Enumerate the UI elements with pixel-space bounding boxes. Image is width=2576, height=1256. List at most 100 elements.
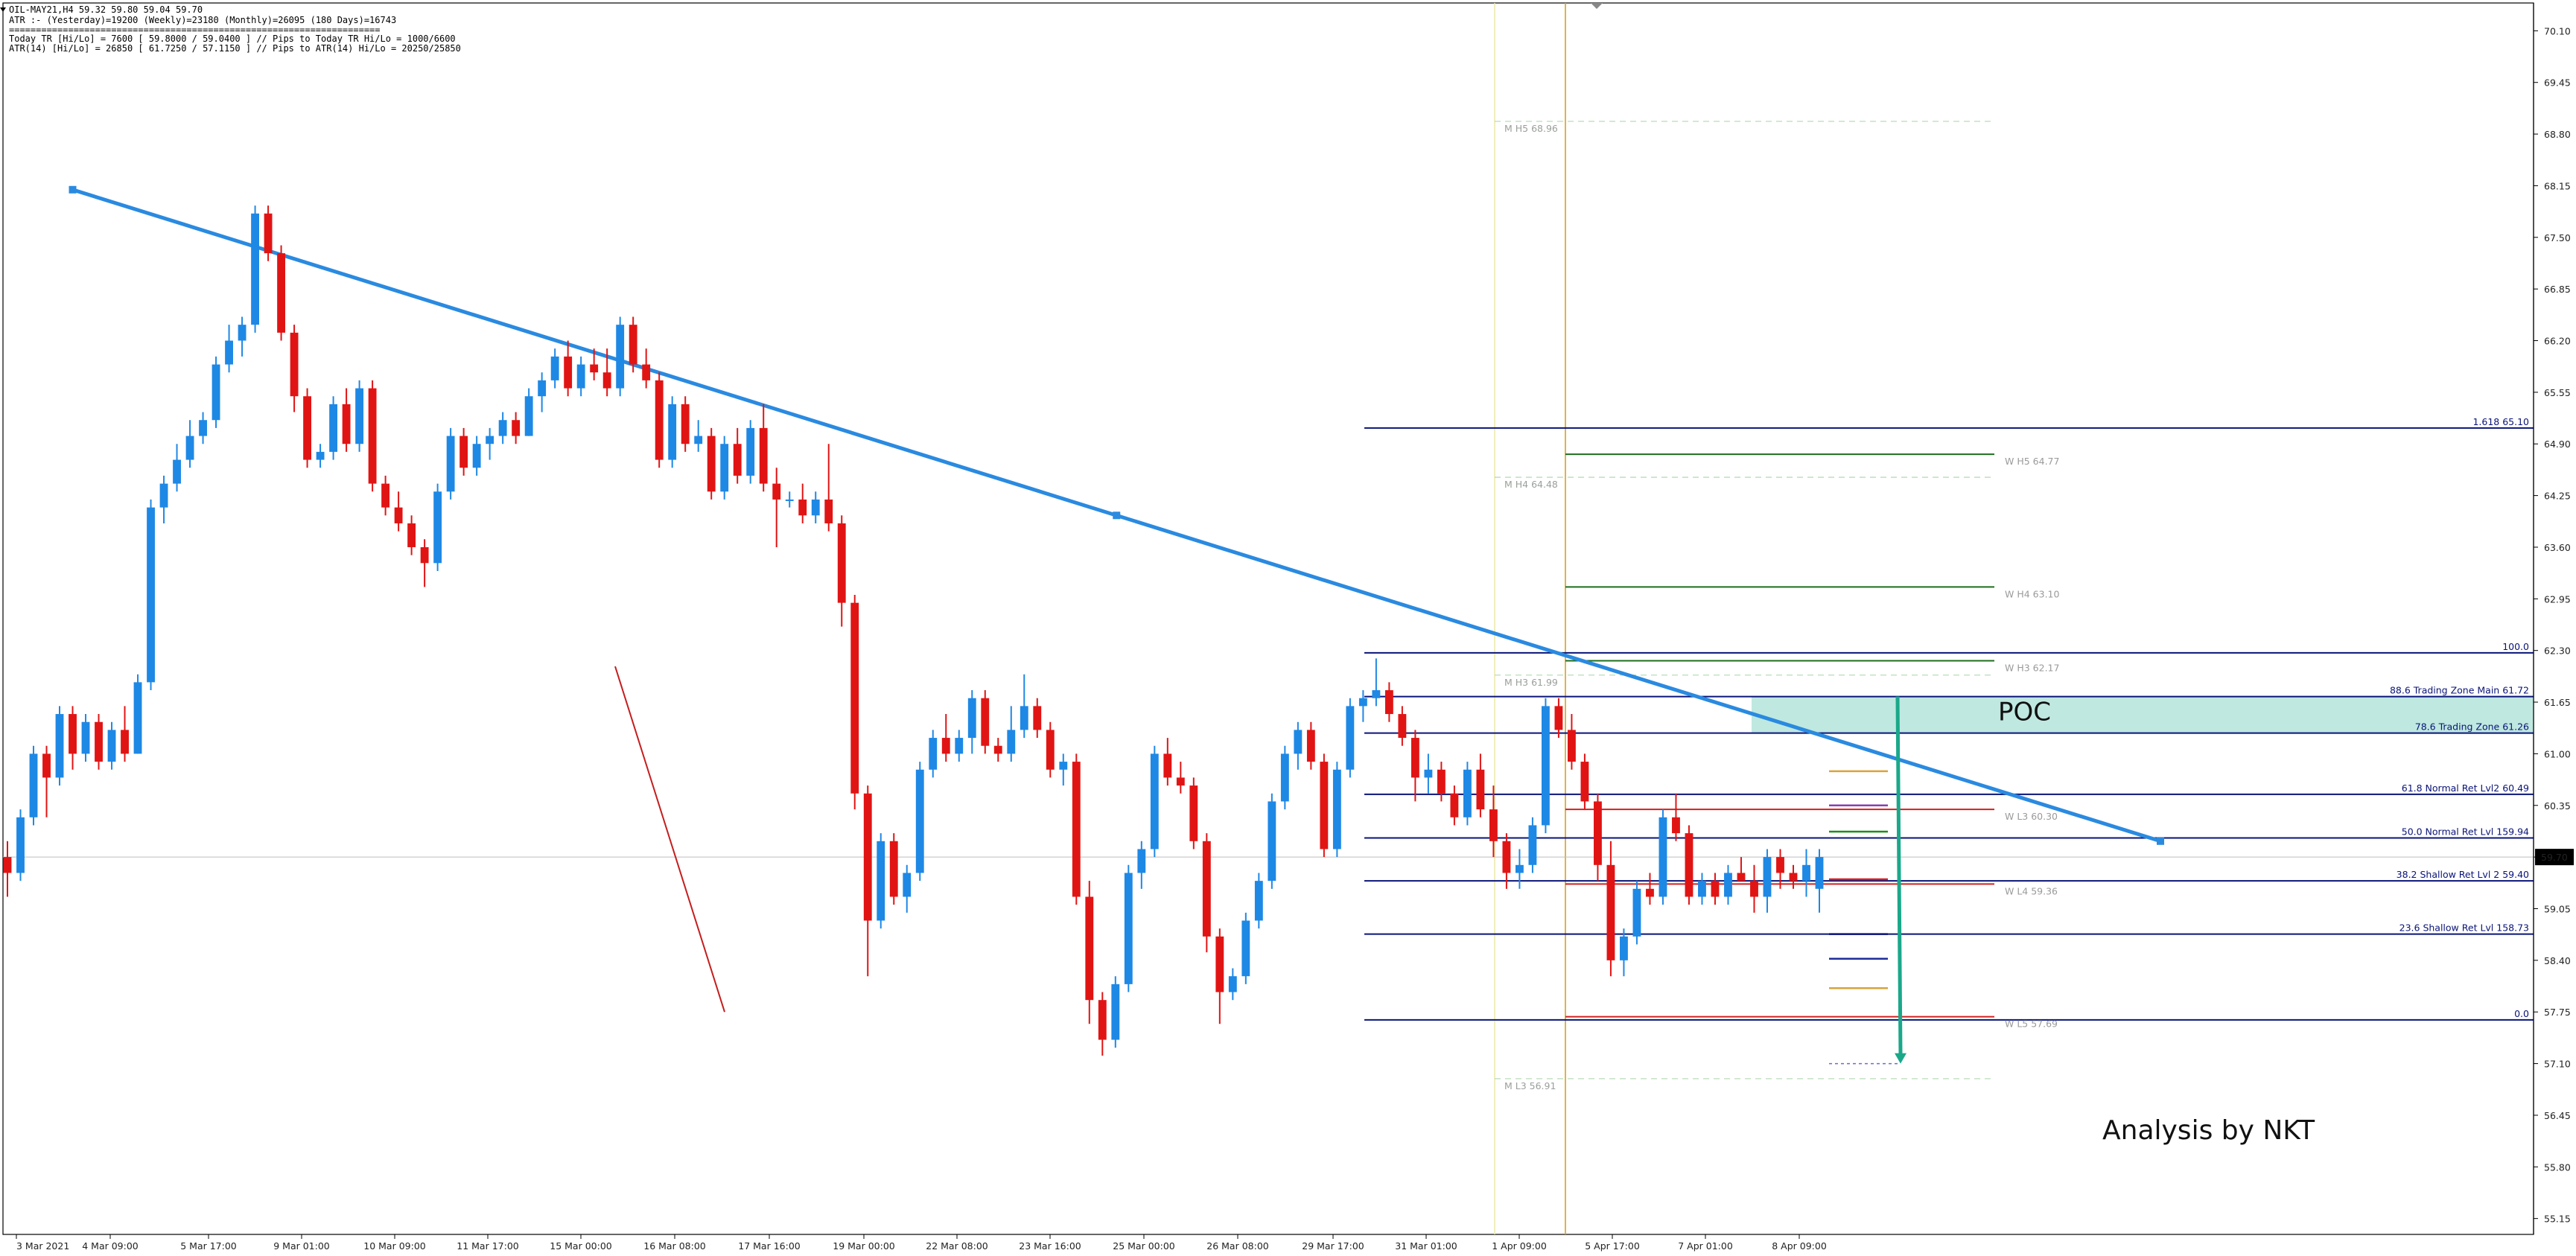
- candle[interactable]: [668, 396, 677, 468]
- candle[interactable]: [1502, 833, 1511, 889]
- trendline-end-handle[interactable]: [2157, 837, 2164, 845]
- candle[interactable]: [550, 348, 559, 389]
- candle[interactable]: [1189, 777, 1198, 849]
- candle[interactable]: [1294, 721, 1303, 770]
- candle[interactable]: [655, 372, 664, 468]
- candle[interactable]: [642, 348, 651, 389]
- candle[interactable]: [1672, 793, 1680, 841]
- candle[interactable]: [81, 714, 90, 762]
- candle[interactable]: [486, 427, 494, 460]
- candle[interactable]: [1332, 762, 1341, 858]
- candle[interactable]: [199, 412, 207, 444]
- candle[interactable]: [1358, 690, 1367, 722]
- candle[interactable]: [720, 436, 729, 500]
- candle[interactable]: [1815, 849, 1824, 913]
- candle[interactable]: [316, 444, 325, 468]
- candle[interactable]: [811, 491, 820, 523]
- candle[interactable]: [355, 380, 364, 452]
- trendline-start-handle[interactable]: [69, 185, 77, 194]
- candle[interactable]: [472, 436, 481, 476]
- candle[interactable]: [538, 372, 547, 412]
- candle[interactable]: [798, 483, 807, 523]
- candle[interactable]: [1215, 928, 1224, 1024]
- candle[interactable]: [707, 427, 716, 500]
- candle[interactable]: [1515, 849, 1524, 889]
- candle[interactable]: [602, 348, 611, 397]
- candle[interactable]: [746, 420, 755, 484]
- candle[interactable]: [107, 721, 116, 770]
- candle[interactable]: [1606, 841, 1615, 977]
- candle[interactable]: [420, 539, 429, 587]
- candle[interactable]: [941, 714, 950, 762]
- candle[interactable]: [824, 444, 833, 532]
- candle[interactable]: [903, 864, 912, 913]
- candle[interactable]: [159, 475, 168, 523]
- candle[interactable]: [564, 340, 573, 397]
- candle[interactable]: [1450, 785, 1459, 826]
- candle[interactable]: [877, 833, 885, 929]
- candle[interactable]: [681, 396, 690, 452]
- candle[interactable]: [1241, 912, 1250, 984]
- candle[interactable]: [3, 841, 12, 897]
- candle[interactable]: [1711, 873, 1720, 905]
- candle[interactable]: [29, 745, 38, 826]
- candle[interactable]: [694, 420, 703, 452]
- candle[interactable]: [1072, 753, 1081, 905]
- candle[interactable]: [238, 316, 247, 357]
- candle[interactable]: [394, 491, 403, 532]
- candle[interactable]: [1776, 849, 1784, 889]
- candle[interactable]: [1528, 817, 1537, 873]
- candle[interactable]: [69, 706, 77, 770]
- candle[interactable]: [446, 427, 455, 500]
- candle[interactable]: [1228, 968, 1237, 1001]
- candle[interactable]: [1411, 730, 1419, 802]
- candle[interactable]: [981, 690, 990, 754]
- candle[interactable]: [1594, 793, 1602, 882]
- candle[interactable]: [1580, 753, 1589, 810]
- scroll-marker-icon[interactable]: [1591, 3, 1603, 9]
- candle[interactable]: [772, 468, 781, 547]
- candle[interactable]: [1685, 825, 1694, 905]
- candle[interactable]: [1007, 706, 1016, 762]
- candle[interactable]: [381, 475, 390, 516]
- candle[interactable]: [1424, 753, 1433, 794]
- candle[interactable]: [1320, 753, 1329, 858]
- candle[interactable]: [1384, 682, 1393, 722]
- candle[interactable]: [95, 714, 103, 770]
- candle[interactable]: [1254, 873, 1263, 929]
- candle[interactable]: [1163, 738, 1172, 786]
- candle[interactable]: [1632, 881, 1641, 945]
- candle[interactable]: [837, 515, 846, 627]
- candle[interactable]: [1620, 928, 1628, 977]
- candle[interactable]: [1085, 881, 1094, 1024]
- candle[interactable]: [1346, 698, 1355, 778]
- candle[interactable]: [1124, 864, 1133, 992]
- candle[interactable]: [929, 730, 938, 778]
- candle[interactable]: [433, 483, 442, 571]
- candle[interactable]: [1541, 698, 1550, 834]
- candle[interactable]: [524, 388, 533, 436]
- candle[interactable]: [1398, 706, 1407, 746]
- candle[interactable]: [173, 444, 181, 492]
- candle[interactable]: [629, 316, 637, 373]
- candle[interactable]: [512, 412, 521, 444]
- candle[interactable]: [55, 706, 64, 786]
- candle[interactable]: [967, 690, 976, 754]
- candle[interactable]: [1554, 698, 1563, 739]
- candle[interactable]: [277, 245, 286, 341]
- candle[interactable]: [759, 404, 768, 492]
- candle[interactable]: [1476, 753, 1485, 817]
- candle[interactable]: [993, 738, 1002, 762]
- candle[interactable]: [1489, 785, 1498, 858]
- candle[interactable]: [251, 205, 259, 333]
- header-collapse-icon[interactable]: [0, 7, 6, 12]
- candle[interactable]: [16, 809, 25, 882]
- candle[interactable]: [955, 730, 964, 762]
- candle[interactable]: [616, 316, 625, 397]
- candle[interactable]: [342, 388, 351, 452]
- candle[interactable]: [290, 325, 299, 412]
- candle[interactable]: [1724, 864, 1732, 905]
- candle[interactable]: [863, 785, 872, 977]
- candle[interactable]: [1698, 873, 1706, 905]
